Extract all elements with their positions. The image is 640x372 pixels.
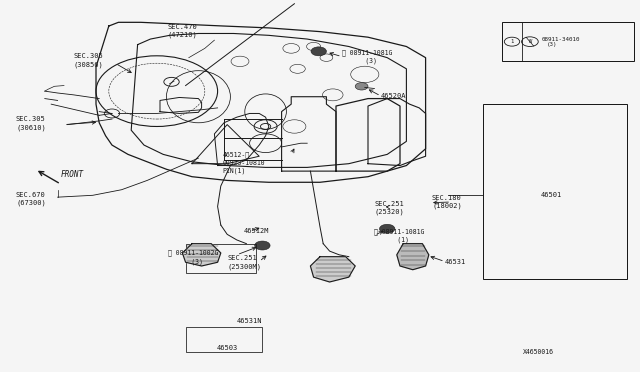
Text: 08911-34010: 08911-34010 bbox=[541, 36, 580, 42]
Text: X4650016: X4650016 bbox=[523, 349, 554, 355]
Text: SEC.251
(25300M): SEC.251 (25300M) bbox=[227, 255, 261, 269]
Bar bbox=[502, 22, 634, 61]
Bar bbox=[483, 104, 627, 279]
Text: 46512M: 46512M bbox=[243, 228, 269, 234]
Polygon shape bbox=[182, 244, 221, 266]
Text: SEC.305
(30610): SEC.305 (30610) bbox=[16, 116, 45, 131]
Text: 46520A: 46520A bbox=[381, 93, 406, 99]
Text: 46531: 46531 bbox=[445, 259, 466, 264]
Text: 46501: 46501 bbox=[541, 192, 562, 198]
Text: 46531N: 46531N bbox=[237, 318, 262, 324]
Bar bbox=[186, 244, 256, 273]
Text: 46512-①
00923-10810
P1N(1): 46512-① 00923-10810 P1N(1) bbox=[223, 151, 266, 174]
Text: SEC.670
(67300): SEC.670 (67300) bbox=[16, 192, 45, 206]
Circle shape bbox=[311, 47, 326, 56]
Circle shape bbox=[380, 224, 395, 233]
Polygon shape bbox=[397, 244, 429, 270]
Circle shape bbox=[255, 241, 270, 250]
Text: ① 08911-1081G
      (1): ① 08911-1081G (1) bbox=[374, 228, 425, 243]
Text: N: N bbox=[528, 39, 532, 44]
Text: SEC.251
(25320): SEC.251 (25320) bbox=[374, 201, 404, 215]
Text: FRONT: FRONT bbox=[61, 170, 84, 179]
Circle shape bbox=[355, 83, 368, 90]
Text: 1: 1 bbox=[510, 39, 514, 44]
Text: (3): (3) bbox=[547, 42, 557, 47]
Text: SEC.305
(30856): SEC.305 (30856) bbox=[74, 54, 103, 68]
Polygon shape bbox=[310, 257, 355, 282]
Text: ⑤ 08911-1002G
      (3): ⑤ 08911-1002G (3) bbox=[168, 250, 218, 265]
Text: 46503: 46503 bbox=[216, 345, 238, 351]
Text: SEC.470
(47210): SEC.470 (47210) bbox=[168, 24, 197, 38]
Text: SEC.180
(18002): SEC.180 (18002) bbox=[432, 195, 461, 209]
Text: ① 08911-1081G
      (3): ① 08911-1081G (3) bbox=[342, 49, 393, 64]
Bar bbox=[186, 327, 262, 352]
